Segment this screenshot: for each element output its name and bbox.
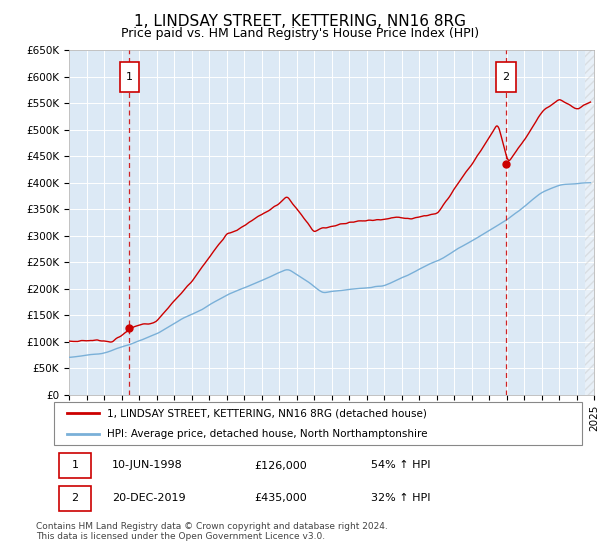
Text: Price paid vs. HM Land Registry's House Price Index (HPI): Price paid vs. HM Land Registry's House … xyxy=(121,27,479,40)
Text: 54% ↑ HPI: 54% ↑ HPI xyxy=(371,460,430,470)
Text: £126,000: £126,000 xyxy=(254,460,307,470)
Text: 10-JUN-1998: 10-JUN-1998 xyxy=(112,460,183,470)
Text: 20-DEC-2019: 20-DEC-2019 xyxy=(112,493,186,503)
Text: 2: 2 xyxy=(71,493,79,503)
Text: 1: 1 xyxy=(71,460,79,470)
FancyBboxPatch shape xyxy=(54,402,582,445)
FancyBboxPatch shape xyxy=(59,486,91,511)
Text: 1, LINDSAY STREET, KETTERING, NN16 8RG: 1, LINDSAY STREET, KETTERING, NN16 8RG xyxy=(134,14,466,29)
Bar xyxy=(585,50,594,395)
Text: 2: 2 xyxy=(502,72,509,82)
Text: 1, LINDSAY STREET, KETTERING, NN16 8RG (detached house): 1, LINDSAY STREET, KETTERING, NN16 8RG (… xyxy=(107,408,427,418)
FancyBboxPatch shape xyxy=(496,62,515,92)
Text: 32% ↑ HPI: 32% ↑ HPI xyxy=(371,493,430,503)
Text: HPI: Average price, detached house, North Northamptonshire: HPI: Average price, detached house, Nort… xyxy=(107,430,427,439)
Text: Contains HM Land Registry data © Crown copyright and database right 2024.
This d: Contains HM Land Registry data © Crown c… xyxy=(36,522,388,542)
FancyBboxPatch shape xyxy=(119,62,139,92)
FancyBboxPatch shape xyxy=(59,453,91,478)
Text: 1: 1 xyxy=(126,72,133,82)
Text: £435,000: £435,000 xyxy=(254,493,307,503)
